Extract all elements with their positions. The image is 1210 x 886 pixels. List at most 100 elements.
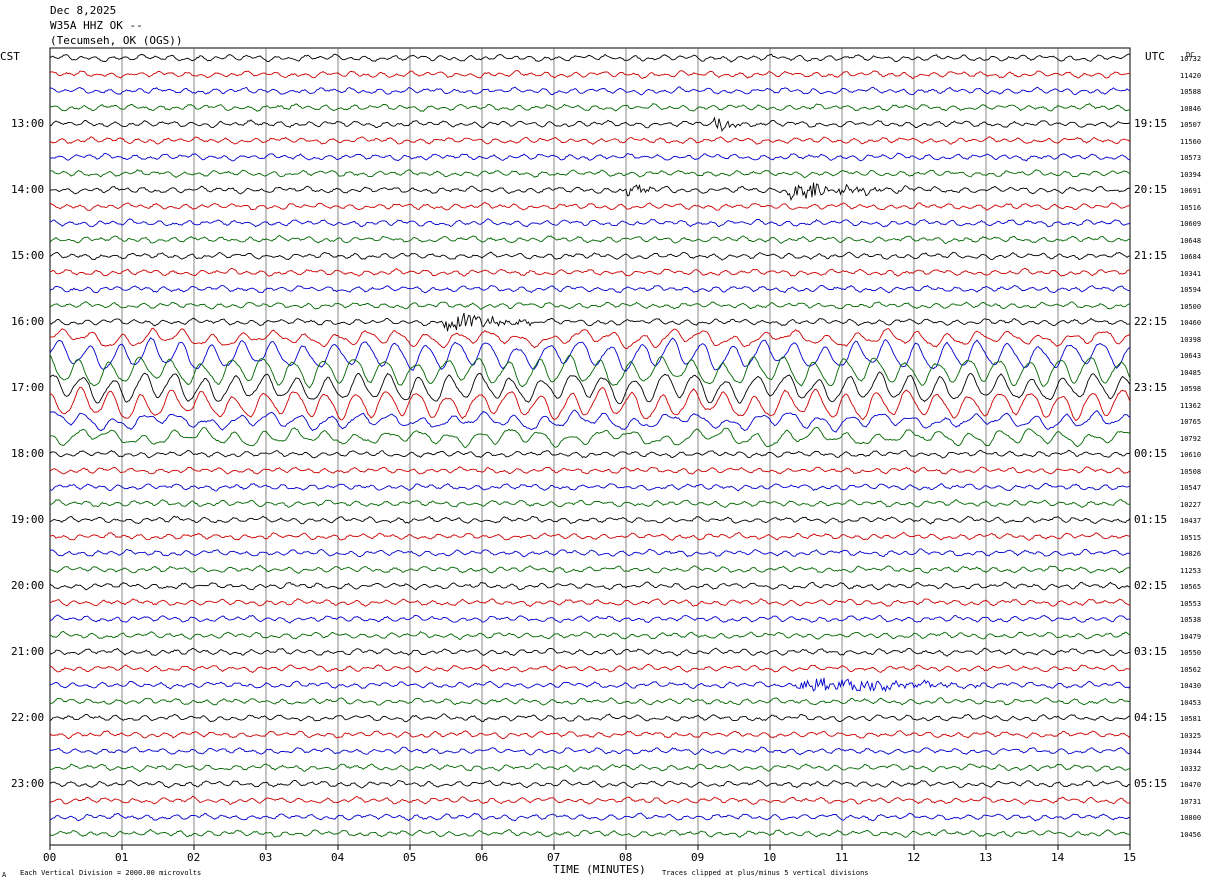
dc-value: 10598 bbox=[1180, 385, 1202, 393]
x-tick-label: 10 bbox=[763, 851, 777, 864]
dc-value: 10332 bbox=[1180, 764, 1202, 773]
dc-value: 10227 bbox=[1180, 500, 1202, 509]
cst-time-label: 21:00 bbox=[11, 645, 45, 658]
seismic-trace bbox=[49, 713, 1131, 723]
cst-time-label: 19:00 bbox=[11, 513, 45, 526]
x-tick-label: 00 bbox=[43, 851, 57, 864]
dc-value: 10691 bbox=[1180, 187, 1202, 195]
dc-value: 10846 bbox=[1180, 104, 1202, 113]
grid-layer bbox=[49, 47, 1131, 850]
seismic-trace bbox=[49, 630, 1131, 641]
clip-note: Traces clipped at plus/minus 5 vertical … bbox=[662, 869, 869, 877]
dc-value: 10594 bbox=[1180, 286, 1202, 294]
x-axis-title: TIME (MINUTES) bbox=[553, 863, 646, 876]
dc-value: 10610 bbox=[1180, 451, 1202, 459]
seismic-trace bbox=[49, 284, 1131, 294]
station-code: W35A HHZ OK -- bbox=[50, 19, 143, 32]
seismic-trace bbox=[49, 312, 1131, 332]
x-tick-label: 03 bbox=[259, 851, 273, 864]
utc-time-label: 20:15 bbox=[1134, 183, 1168, 196]
seismic-trace bbox=[49, 136, 1131, 145]
seismic-trace bbox=[49, 531, 1131, 541]
utc-time-label: 21:15 bbox=[1134, 249, 1168, 262]
seismic-trace bbox=[49, 482, 1131, 492]
utc-time-label: 04:15 bbox=[1134, 711, 1168, 724]
seismic-trace bbox=[49, 548, 1131, 558]
dc-value: 10479 bbox=[1180, 632, 1202, 641]
seismic-trace bbox=[49, 103, 1131, 112]
seismic-trace bbox=[49, 581, 1131, 591]
seismic-trace bbox=[49, 449, 1131, 459]
station-location: (Tecumseh, OK (OGS)) bbox=[50, 34, 183, 47]
cst-time-label: 20:00 bbox=[11, 579, 45, 592]
cst-time-label: 22:00 bbox=[11, 711, 45, 724]
utc-time-label: 02:15 bbox=[1134, 579, 1168, 592]
seismic-trace bbox=[49, 746, 1131, 756]
seismic-trace bbox=[49, 182, 1131, 201]
x-tick-label: 12 bbox=[907, 851, 921, 864]
cst-time-label: 16:00 bbox=[11, 315, 45, 328]
x-tick-label: 11 bbox=[835, 851, 849, 864]
seismic-trace bbox=[49, 795, 1131, 806]
seismic-trace bbox=[49, 763, 1131, 773]
seismic-trace bbox=[49, 86, 1131, 96]
cst-time-label: 18:00 bbox=[11, 447, 45, 460]
dc-value: 10325 bbox=[1180, 731, 1202, 740]
dc-value: 10732 bbox=[1180, 55, 1202, 63]
seismic-trace bbox=[49, 218, 1131, 228]
corner-mark: A bbox=[2, 871, 7, 879]
dc-value: 10547 bbox=[1180, 484, 1202, 492]
seismic-trace bbox=[49, 663, 1131, 674]
dc-value: 10731 bbox=[1180, 797, 1202, 806]
dc-value: 10550 bbox=[1180, 649, 1202, 657]
dc-value: 10588 bbox=[1180, 88, 1202, 96]
x-tick-label: 13 bbox=[979, 851, 993, 864]
utc-time-label: 05:15 bbox=[1134, 777, 1168, 790]
dc-value: 10553 bbox=[1180, 599, 1202, 608]
seismic-trace bbox=[49, 327, 1131, 350]
dc-value: 11560 bbox=[1180, 137, 1202, 146]
seismic-trace bbox=[49, 251, 1131, 261]
seismic-trace bbox=[49, 677, 1131, 693]
x-tick-label: 05 bbox=[403, 851, 417, 864]
seismic-trace bbox=[49, 598, 1130, 608]
cst-time-label: 23:00 bbox=[11, 777, 45, 790]
trace-layer bbox=[49, 53, 1131, 838]
x-tick-label: 08 bbox=[619, 851, 633, 864]
dc-value: 10643 bbox=[1180, 352, 1202, 360]
seismic-trace bbox=[49, 730, 1131, 740]
plot-frame bbox=[49, 47, 1131, 846]
seismic-trace bbox=[49, 828, 1131, 838]
seismic-trace bbox=[49, 53, 1131, 63]
dc-value: 10684 bbox=[1180, 253, 1202, 261]
cst-time-label: 15:00 bbox=[11, 249, 45, 262]
dc-value: 10437 bbox=[1180, 517, 1202, 525]
dc-value: 10485 bbox=[1180, 368, 1202, 377]
seismic-trace bbox=[49, 70, 1131, 80]
dc-value: 10394 bbox=[1180, 170, 1202, 179]
utc-time-label: 01:15 bbox=[1134, 513, 1168, 526]
dc-value: 10460 bbox=[1180, 319, 1202, 327]
dc-value: 10581 bbox=[1180, 715, 1202, 723]
dc-value: 10456 bbox=[1180, 830, 1202, 839]
dc-value: 10800 bbox=[1180, 814, 1202, 822]
dc-value: 11420 bbox=[1180, 71, 1202, 80]
x-tick-label: 09 bbox=[691, 851, 705, 864]
seismic-trace bbox=[49, 337, 1131, 373]
dc-value: 10470 bbox=[1180, 781, 1202, 789]
dc-value: 10516 bbox=[1180, 203, 1202, 212]
utc-time-label: 19:15 bbox=[1134, 117, 1168, 130]
seismic-trace bbox=[49, 301, 1131, 310]
dc-value: 10609 bbox=[1180, 220, 1202, 228]
seismic-trace bbox=[49, 152, 1131, 162]
dc-value: 10515 bbox=[1180, 533, 1202, 542]
seismic-trace bbox=[49, 371, 1131, 405]
utc-axis-label: UTC bbox=[1145, 50, 1165, 63]
dc-value: 10765 bbox=[1180, 418, 1202, 426]
seismic-trace bbox=[49, 354, 1131, 389]
seismic-trace bbox=[49, 614, 1130, 624]
dc-value: 10573 bbox=[1180, 154, 1202, 162]
cst-time-label: 14:00 bbox=[11, 183, 45, 196]
dc-value: 10398 bbox=[1180, 335, 1202, 344]
